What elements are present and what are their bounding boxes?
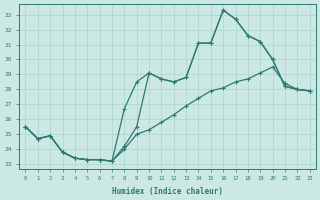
X-axis label: Humidex (Indice chaleur): Humidex (Indice chaleur): [112, 187, 223, 196]
